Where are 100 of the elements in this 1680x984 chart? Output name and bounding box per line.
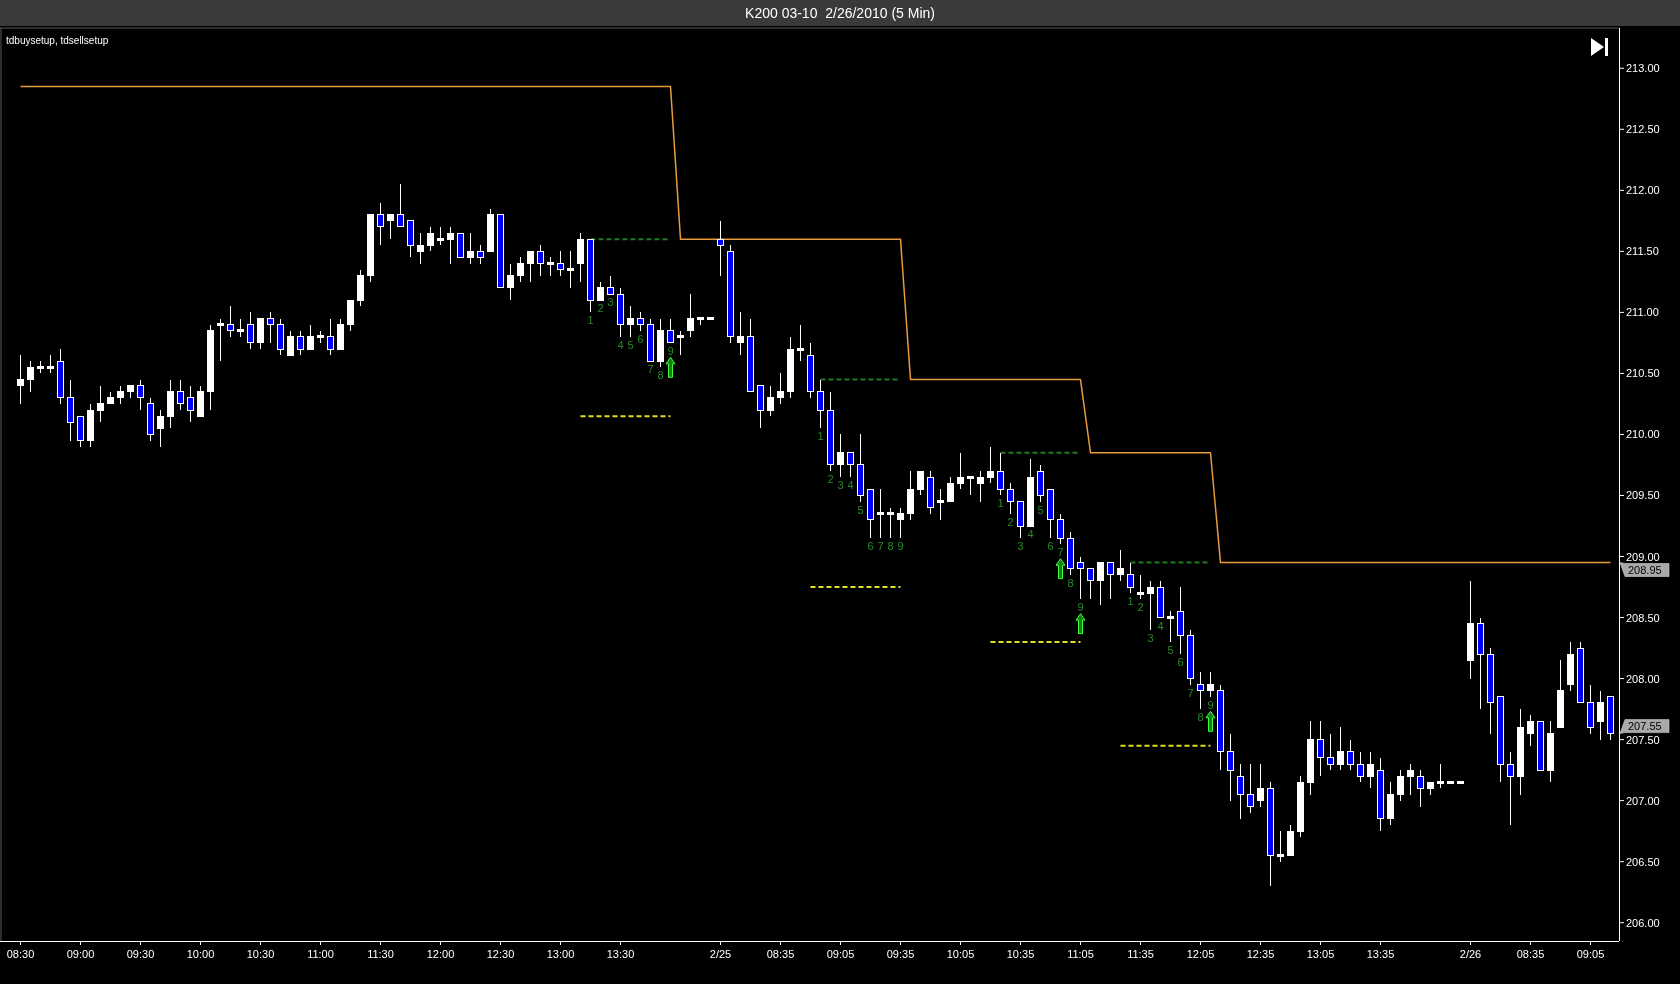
candlestick	[277, 318, 284, 356]
y-tick-label: 208.00	[1626, 672, 1660, 685]
candlestick	[907, 470, 914, 521]
x-tick-label: 09:30	[126, 948, 155, 960]
candlestick	[917, 470, 924, 496]
candlestick	[1167, 610, 1174, 643]
candlestick	[507, 263, 514, 301]
candlestick	[207, 324, 214, 411]
candlestick	[817, 379, 824, 429]
y-tick-label: 210.50	[1626, 367, 1660, 380]
x-tick-label: 13:00	[546, 948, 575, 960]
candlestick	[757, 385, 764, 429]
candlestick	[827, 391, 834, 472]
y-tick-label: 211.00	[1626, 306, 1659, 319]
candlestick	[347, 299, 354, 332]
candlestick	[777, 372, 784, 405]
candlestick	[107, 391, 114, 405]
y-tick-label: 212.00	[1626, 184, 1660, 197]
candlestick	[1557, 659, 1564, 728]
candlestick	[1047, 488, 1054, 539]
candlestick	[1237, 763, 1244, 820]
candlestick	[867, 488, 874, 539]
candlestick	[537, 244, 544, 277]
x-tick-label: 09:05	[1576, 948, 1605, 960]
candlestick	[667, 318, 674, 344]
text: 8	[887, 540, 894, 553]
candlestick	[847, 452, 854, 478]
candlestick	[377, 202, 384, 246]
text: 8	[1067, 576, 1074, 589]
candlestick	[157, 409, 164, 448]
candlestick	[467, 232, 474, 265]
candlestick	[1147, 580, 1154, 631]
candlestick	[587, 238, 594, 313]
candlestick	[1607, 696, 1614, 741]
x-tick-label: 08:30	[6, 948, 35, 960]
text: 6	[867, 540, 874, 553]
x-tick-label: 13:35	[1366, 948, 1395, 960]
candlestick	[797, 324, 804, 362]
candlestick	[767, 385, 774, 417]
y-tick-label: 207.00	[1626, 794, 1660, 807]
x-tick-label: 08:35	[1516, 948, 1545, 960]
candlestick	[1517, 708, 1524, 796]
candlestick	[1397, 769, 1404, 802]
candlestick	[217, 318, 224, 362]
text: 4	[847, 479, 854, 492]
candlestick	[567, 250, 574, 289]
candlestick	[37, 360, 44, 374]
candlestick	[1437, 763, 1444, 789]
y-tick-label: 208.50	[1626, 611, 1660, 624]
candlestick	[1547, 720, 1554, 783]
text: 5	[857, 503, 864, 516]
candlestick	[1527, 714, 1534, 747]
text: 5	[1167, 643, 1174, 656]
candlestick	[1377, 757, 1384, 832]
text: 3	[1147, 631, 1154, 644]
candlestick	[597, 281, 604, 301]
candlestick	[437, 226, 444, 246]
candlestick	[177, 379, 184, 411]
candlestick	[1107, 562, 1114, 600]
candlestick	[247, 311, 254, 350]
x-tick-label: 11:00	[307, 948, 334, 960]
text: 8	[1197, 711, 1204, 724]
candlestick	[707, 317, 714, 320]
y-tick-label: 212.50	[1626, 123, 1660, 136]
candlestick	[47, 354, 54, 374]
text: 4	[617, 338, 624, 351]
candlestick	[1027, 458, 1034, 527]
candlestick	[1357, 751, 1364, 783]
text: 3	[607, 296, 614, 309]
candlestick	[807, 342, 814, 399]
candlestick	[117, 385, 124, 405]
candlestick	[1267, 781, 1274, 887]
candlestick	[237, 318, 244, 338]
text: 9	[667, 344, 674, 357]
candlestick	[1387, 781, 1394, 826]
candlestick	[927, 470, 934, 515]
candlestick	[1127, 562, 1134, 594]
candlestick	[1497, 696, 1504, 783]
candlestick	[1007, 482, 1014, 515]
candlestick	[1337, 726, 1344, 771]
candlestick	[1277, 830, 1284, 863]
x-tick-label: 11:35	[1127, 948, 1154, 960]
candlestick	[1137, 574, 1144, 600]
candlestick	[1297, 775, 1304, 838]
candlestick	[957, 452, 964, 490]
candlestick	[647, 318, 654, 362]
candlestick	[1257, 763, 1264, 808]
candlestick	[677, 330, 684, 356]
text: 1	[817, 430, 824, 443]
text: 5	[627, 338, 634, 351]
candlestick	[17, 354, 24, 405]
candlestick	[727, 244, 734, 344]
candlestick	[627, 305, 634, 338]
candlestick	[607, 275, 614, 295]
candlestick	[1487, 647, 1494, 734]
candlestick	[27, 360, 34, 393]
text: 8	[657, 369, 664, 382]
x-tick-label: 09:05	[826, 948, 855, 960]
text: 2	[827, 473, 834, 486]
chart-title: K200 03-10 2/26/2010 (5 Min)	[745, 5, 935, 21]
